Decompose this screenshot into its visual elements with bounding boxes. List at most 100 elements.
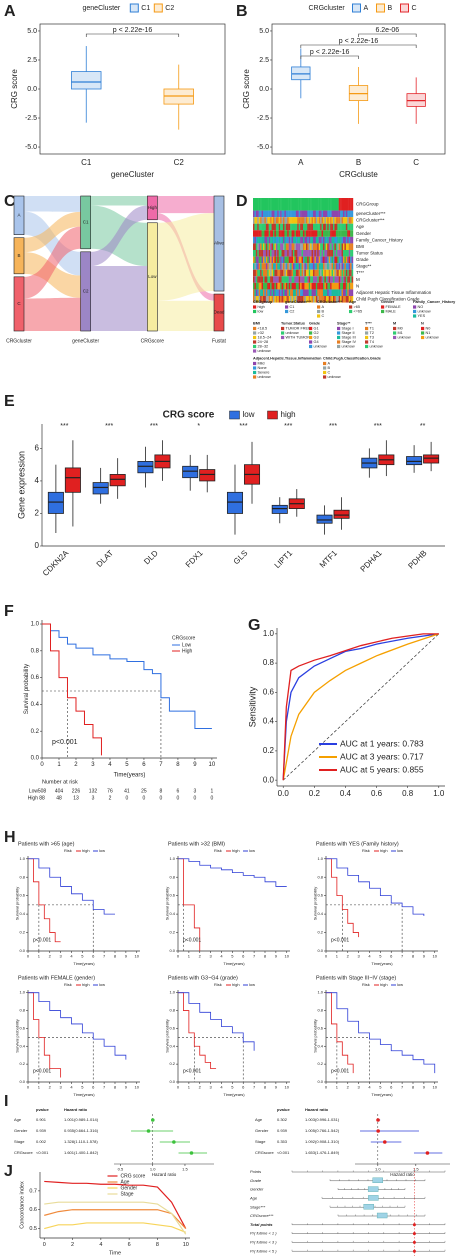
heat-cell	[273, 289, 275, 296]
flow	[157, 196, 214, 214]
heat-cell	[268, 236, 271, 244]
heat-cell	[294, 256, 297, 264]
legend-swatch	[253, 366, 257, 370]
heat-cell	[334, 210, 337, 218]
heat-cell	[328, 243, 331, 250]
heat-cell	[308, 230, 311, 237]
heat-cell	[304, 243, 307, 250]
heat-cell	[315, 243, 318, 250]
panel-label: B	[236, 3, 248, 20]
heat-cell	[284, 250, 287, 257]
heat-cell	[281, 217, 284, 224]
heat-cell	[315, 276, 318, 283]
heat-cell	[321, 256, 324, 264]
heat-cell	[277, 250, 279, 257]
heat-cell	[303, 256, 305, 264]
heat-cell	[321, 276, 324, 283]
heat-cell	[261, 243, 264, 250]
heat-cell	[257, 217, 259, 224]
heat-cell	[283, 236, 285, 244]
heat-cell	[308, 198, 311, 211]
heat-cell	[305, 236, 308, 244]
heat-cell	[324, 210, 327, 218]
heat-cell	[330, 230, 332, 237]
x-tick-label: 7	[103, 1084, 106, 1089]
heat-cell	[315, 282, 318, 290]
chart-title: Patients with >65 (age)	[18, 841, 75, 847]
legend-label: AUC at 5 years: 0.855	[340, 764, 424, 774]
heat-cell	[297, 276, 299, 283]
heat-cell	[321, 263, 324, 270]
hr-point	[172, 1140, 176, 1144]
legend-label: T2	[370, 331, 374, 335]
heat-cell	[334, 263, 337, 270]
y-tick-label: 0.6	[29, 1207, 37, 1213]
heat-cell	[348, 256, 351, 264]
heat-cell	[268, 230, 271, 237]
heat-cell	[324, 289, 327, 296]
heat-cell	[348, 263, 351, 270]
heat-cell	[335, 230, 338, 237]
heat-cell	[333, 236, 335, 244]
risk-row-label: High	[28, 795, 39, 801]
heat-cell	[310, 289, 312, 296]
heat-cell	[327, 243, 329, 250]
heat-cell	[327, 236, 329, 244]
heat-cell	[323, 236, 325, 244]
heat-cell	[327, 263, 329, 270]
heat-cell	[321, 282, 324, 290]
x-tick-label: 2	[347, 1084, 350, 1089]
heat-cell	[288, 230, 291, 237]
heat-cell	[321, 210, 324, 218]
heat-cell	[340, 296, 342, 303]
legend-swatch	[365, 326, 369, 331]
heat-cell	[288, 243, 291, 250]
heat-cell	[278, 243, 281, 250]
legend-swatch	[253, 375, 257, 379]
legend-label: low	[99, 982, 105, 987]
heat-cell	[290, 210, 292, 218]
heat-cell	[254, 263, 257, 270]
heat-cell	[257, 236, 259, 244]
heat-cell	[280, 230, 282, 237]
heat-cell	[257, 223, 259, 231]
heat-cell	[331, 223, 334, 231]
legend-swatch	[317, 305, 321, 309]
column-header: pvalue	[36, 1107, 49, 1112]
flow	[157, 213, 214, 301]
heat-cell	[348, 210, 351, 218]
heat-cell	[261, 230, 264, 237]
significance: ***	[105, 423, 113, 430]
heat-cell	[335, 217, 338, 224]
heat-cell	[343, 223, 345, 231]
heat-cell	[274, 230, 277, 237]
heat-cell	[281, 269, 284, 277]
heat-cell	[351, 230, 354, 237]
legend-label: Severe	[258, 371, 270, 375]
heat-cell	[274, 296, 277, 303]
heat-cell	[334, 256, 337, 264]
column-header: Hazard ratio	[305, 1107, 329, 1112]
heat-cell	[304, 198, 307, 211]
legend-title: geneCluster	[83, 5, 121, 12]
y-axis-title: Survival probability	[165, 887, 170, 921]
heat-cell	[303, 243, 305, 250]
heat-cell	[284, 289, 287, 296]
heat-cell	[304, 223, 307, 231]
survival-curve	[178, 858, 287, 887]
heat-cell	[267, 289, 269, 296]
box	[316, 514, 333, 524]
heat-cell	[335, 282, 338, 290]
heat-cell	[313, 230, 315, 237]
heat-cell	[350, 230, 352, 237]
x-tick-label: 1.0	[150, 1166, 156, 1171]
heat-cell	[308, 269, 311, 277]
y-tick-label: 0.6	[263, 687, 275, 696]
heat-cell	[307, 263, 309, 270]
heat-cell	[337, 289, 339, 296]
heat-cell	[297, 289, 299, 296]
heat-cell	[348, 236, 351, 244]
heat-cell	[335, 269, 338, 277]
heat-cell	[284, 276, 287, 283]
heat-cell	[327, 289, 329, 296]
